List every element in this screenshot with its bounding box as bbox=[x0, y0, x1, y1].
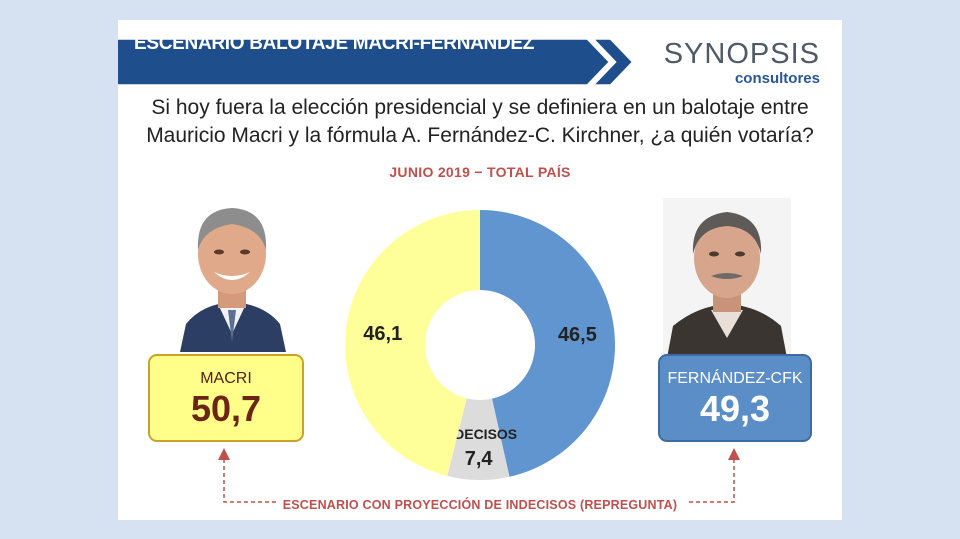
page-title: ESCENARIO BALOTAJE MACRI-FERNÁNDEZ bbox=[134, 33, 535, 54]
arrow-up-icon bbox=[218, 448, 230, 460]
logo-subtext: consultores bbox=[734, 70, 820, 87]
question-line-2: Mauricio Macri y la fórmula A. Fernández… bbox=[146, 124, 814, 147]
chart-subtitle: JUNIO 2019 − TOTAL PAÍS bbox=[389, 164, 571, 180]
right-dashed-arrow bbox=[686, 452, 735, 503]
fernandez-photo bbox=[663, 198, 791, 358]
fernandez-projected-value: 49,3 bbox=[699, 388, 771, 429]
survey-question: Si hoy fuera la elección presidencial y … bbox=[118, 94, 842, 150]
donut-chart: 46,5 INDECISOS 7,4 46,1 bbox=[345, 210, 615, 480]
arrow-up-icon bbox=[728, 448, 740, 460]
slide: ESCENARIO BALOTAJE MACRI-FERNÁNDEZ SYNOP… bbox=[118, 20, 842, 520]
donut-slice-2 bbox=[345, 210, 480, 476]
question-line-1: Si hoy fuera la elección presidencial y … bbox=[151, 96, 809, 119]
slice-value-label: 7,4 bbox=[465, 448, 494, 470]
banner-bar bbox=[118, 39, 609, 85]
macri-projected-value: 50,7 bbox=[190, 388, 262, 429]
left-dashed-arrow bbox=[223, 452, 278, 503]
fernandez-name: FERNÁNDEZ-CFK bbox=[667, 370, 803, 387]
fernandez-result-box: FERNÁNDEZ-CFK 49,3 bbox=[658, 354, 812, 442]
slice-value-label: 46,5 bbox=[558, 324, 597, 346]
donut-slice-0 bbox=[480, 210, 615, 477]
macri-photo bbox=[172, 192, 292, 352]
title-banner bbox=[118, 39, 632, 85]
macri-name: MACRI bbox=[200, 370, 252, 387]
footnote: ESCENARIO CON PROYECCIÓN DE INDECISOS (R… bbox=[282, 498, 678, 512]
slice-name-label: INDECISOS bbox=[440, 426, 517, 442]
slice-value-label: 46,1 bbox=[363, 323, 402, 345]
donut-slice-1 bbox=[447, 398, 510, 480]
macri-result-box: MACRI 50,7 bbox=[148, 354, 304, 442]
logo-text: SYNOPSIS bbox=[663, 38, 820, 70]
banner-chevron-icon bbox=[595, 39, 632, 85]
